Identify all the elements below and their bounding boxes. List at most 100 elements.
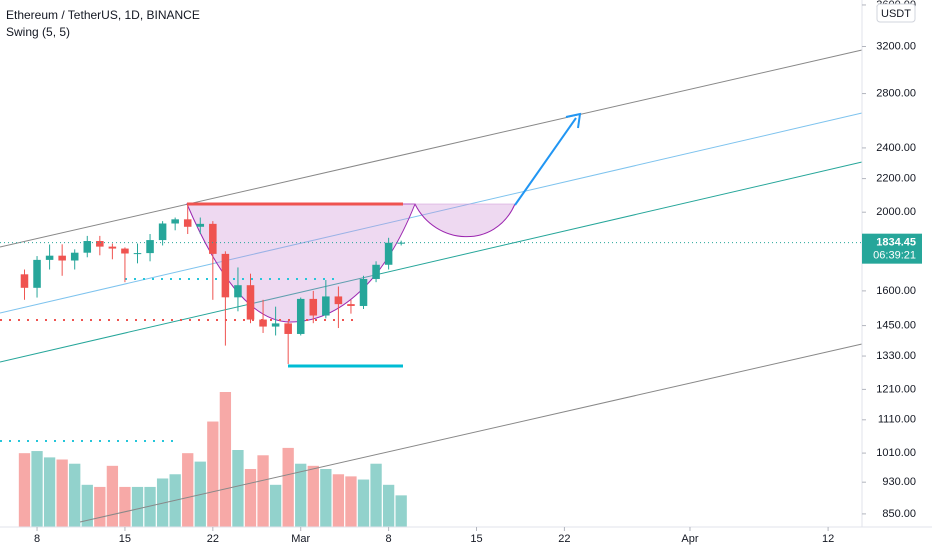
volume-bar (232, 450, 244, 527)
candle-body (221, 253, 230, 298)
volume-bar (207, 421, 219, 527)
candle-body (146, 240, 154, 254)
volume-bar (282, 447, 294, 527)
channel-support (0, 161, 863, 363)
y-tick-label: 3200.00 (876, 40, 916, 52)
handle (414, 203, 516, 238)
volume-bar (119, 486, 131, 527)
countdown-label: 06:39:21 (873, 250, 916, 262)
y-tick-label: 850.00 (882, 508, 916, 520)
volume-bar (106, 465, 119, 527)
candle-body (196, 223, 205, 227)
candle-body (347, 304, 355, 306)
volume-bar (219, 392, 232, 527)
candle-body (384, 242, 393, 265)
volume-bar (43, 457, 56, 527)
candles (20, 205, 405, 365)
candle-body (296, 298, 305, 334)
x-tick-label: 12 (822, 533, 834, 545)
volume-bar (257, 455, 269, 527)
candle-body (372, 264, 380, 279)
candle-body (171, 219, 179, 224)
x-tick-label: 8 (34, 533, 40, 545)
y-tick-label: 1330.00 (876, 350, 916, 362)
y-tick-label: 2800.00 (876, 87, 916, 99)
arrow-head (565, 112, 582, 129)
handle-fill (415, 204, 515, 237)
candle-body (108, 246, 117, 249)
candle-body (133, 253, 142, 255)
last-price-tag (862, 233, 922, 264)
candle-body (96, 241, 104, 247)
volume-bar (332, 474, 345, 527)
y-tick-label: 1600.00 (876, 285, 916, 297)
candle-body (20, 274, 29, 288)
volume-bar (320, 468, 332, 527)
candle-body (397, 242, 405, 244)
candle-body (45, 255, 54, 260)
x-tick-label: Mar (291, 533, 310, 545)
last-price-label: 1834.45 (876, 237, 916, 249)
volume-bar (69, 463, 81, 527)
y-tick-label: 2000.00 (876, 206, 916, 218)
candle-body (83, 241, 92, 253)
candle-body (33, 259, 41, 288)
volume-bar (269, 484, 282, 527)
y-tick-label: 1110.00 (878, 414, 916, 426)
volume-bar (94, 486, 106, 527)
volume-bar (357, 479, 370, 527)
indicator-label: Swing (5, 5) (6, 25, 70, 39)
volume-bar (31, 451, 43, 527)
candle-body (271, 323, 280, 327)
volume-bar (244, 468, 257, 527)
y-tick-label: 1210.00 (876, 383, 916, 395)
y-tick-label: 930.00 (882, 476, 916, 488)
volume-bar (395, 495, 407, 527)
channel-top (0, 49, 863, 248)
chart-title: Ethereum / TetherUS, 1D, BINANCE (6, 8, 200, 22)
volume-bar (18, 453, 31, 527)
y-tick-label: 2400.00 (876, 142, 916, 154)
volume-bar (81, 484, 93, 527)
candle-body (121, 248, 129, 254)
volume-bar (131, 486, 144, 527)
candle-body (209, 223, 217, 254)
channel-bottom (79, 343, 863, 523)
volume-bar (56, 459, 68, 527)
candle-body (334, 296, 343, 305)
volume-bar (144, 486, 156, 527)
volume-bar (382, 484, 395, 527)
candle-body (183, 219, 192, 227)
x-tick-label: 22 (207, 533, 219, 545)
x-tick-label: 15 (470, 533, 482, 545)
candle-body (234, 285, 242, 298)
candle-body (246, 285, 255, 320)
currency-box[interactable] (876, 3, 916, 23)
y-tick-label: 2200.00 (876, 173, 916, 185)
volume-bar (307, 465, 319, 527)
candle-body (58, 255, 66, 261)
candle-body (158, 223, 167, 241)
candle-body (322, 296, 330, 316)
candle-body (70, 252, 79, 261)
currency[interactable]: USDT (881, 8, 911, 20)
arrow (514, 117, 577, 206)
volume-bar (345, 476, 357, 527)
volume-bar (295, 463, 307, 527)
volume-bar (182, 453, 194, 527)
candle-body (359, 278, 368, 306)
candle-body (309, 298, 318, 316)
x-tick-label: 22 (558, 533, 570, 545)
x-tick-label: 8 (386, 533, 392, 545)
volume-layer (18, 392, 407, 527)
x-tick-label: Apr (681, 533, 698, 545)
x-tick-label: 15 (119, 533, 131, 545)
y-tick-label: 1010.00 (876, 447, 916, 459)
candle-body (259, 319, 267, 327)
y-tick-label: 1450.00 (876, 319, 916, 331)
volume-bar (370, 463, 382, 527)
candle-body (284, 323, 292, 334)
